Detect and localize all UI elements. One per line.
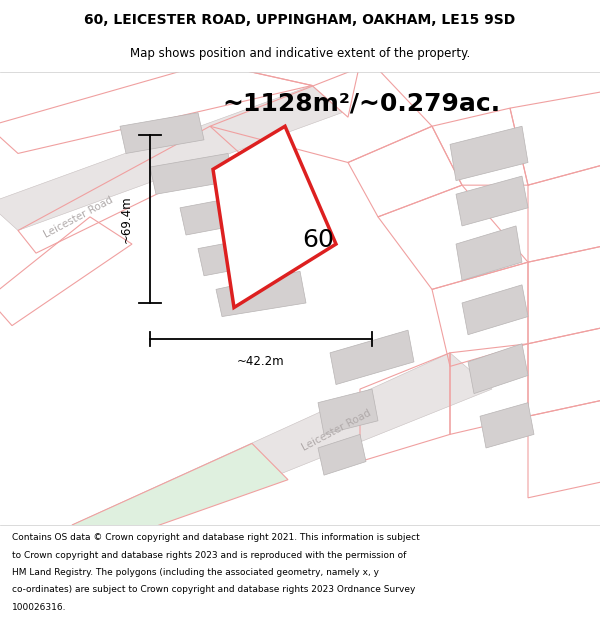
Polygon shape: [120, 112, 204, 153]
Polygon shape: [213, 126, 336, 308]
Text: Leicester Road: Leicester Road: [300, 408, 372, 452]
Text: ~1128m²/~0.279ac.: ~1128m²/~0.279ac.: [222, 92, 500, 116]
Text: co-ordinates) are subject to Crown copyright and database rights 2023 Ordnance S: co-ordinates) are subject to Crown copyr…: [12, 586, 415, 594]
Polygon shape: [216, 271, 306, 316]
Polygon shape: [72, 444, 288, 543]
Polygon shape: [468, 344, 528, 394]
Text: 60, LEICESTER ROAD, UPPINGHAM, OAKHAM, LE15 9SD: 60, LEICESTER ROAD, UPPINGHAM, OAKHAM, L…: [85, 13, 515, 27]
Polygon shape: [330, 330, 414, 384]
Polygon shape: [72, 352, 492, 543]
Polygon shape: [198, 235, 276, 276]
Polygon shape: [456, 226, 522, 280]
Text: HM Land Registry. The polygons (including the associated geometry, namely x, y: HM Land Registry. The polygons (includin…: [12, 568, 379, 577]
Text: 100026316.: 100026316.: [12, 603, 67, 612]
Text: 60: 60: [302, 228, 334, 251]
Text: ~42.2m: ~42.2m: [237, 356, 285, 368]
Text: ~69.4m: ~69.4m: [119, 196, 133, 243]
Polygon shape: [318, 434, 366, 475]
Polygon shape: [180, 194, 258, 235]
Text: Contains OS data © Crown copyright and database right 2021. This information is : Contains OS data © Crown copyright and d…: [12, 533, 420, 542]
Polygon shape: [0, 86, 342, 231]
Polygon shape: [150, 153, 234, 194]
Polygon shape: [462, 285, 528, 335]
Text: Map shows position and indicative extent of the property.: Map shows position and indicative extent…: [130, 48, 470, 61]
Polygon shape: [480, 402, 534, 448]
Polygon shape: [450, 126, 528, 181]
Polygon shape: [456, 176, 528, 226]
Text: to Crown copyright and database rights 2023 and is reproduced with the permissio: to Crown copyright and database rights 2…: [12, 551, 406, 559]
Text: Leicester Road: Leicester Road: [42, 194, 114, 239]
Polygon shape: [318, 389, 378, 434]
